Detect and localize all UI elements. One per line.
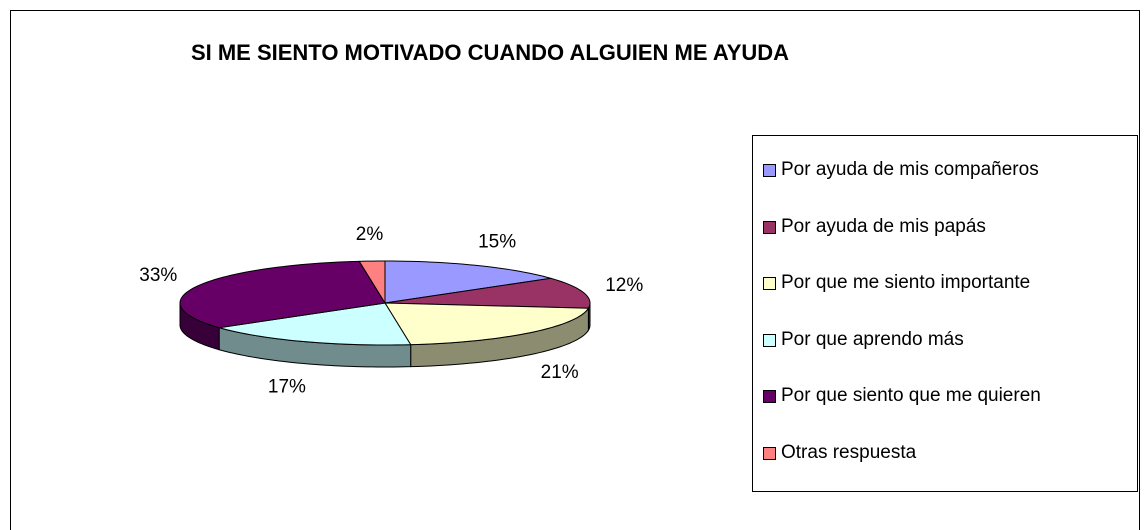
data-label: 17%	[268, 376, 306, 397]
legend-item: Por ayuda de mis compañeros	[763, 157, 1137, 183]
chart-title: SI ME SIENTO MOTIVADO CUANDO ALGUIEN ME …	[190, 40, 790, 65]
pie-chart: 15% 12% 21% 17% 33% 2%	[139, 224, 643, 397]
legend-swatch	[763, 164, 776, 178]
pie-slice	[358, 260, 386, 305]
pie-slice	[179, 260, 386, 329]
legend-swatch	[763, 277, 776, 291]
data-label: 21%	[541, 362, 579, 383]
legend-label: Por que me siento importante	[781, 272, 1031, 294]
legend-item: Por que siento que me quieren	[763, 383, 1137, 409]
legend-swatch	[763, 333, 776, 347]
legend-item: Por ayuda de mis papás	[763, 214, 1137, 240]
data-label: 33%	[139, 265, 177, 286]
pie-slice	[384, 302, 590, 346]
pie-slice	[384, 260, 551, 304]
legend: Por ayuda de mis compañeros Por ayuda de …	[752, 135, 1138, 492]
pie-slice	[384, 277, 591, 309]
data-label: 15%	[478, 231, 516, 252]
legend-item: Por que aprendo más	[763, 327, 1137, 353]
legend-label: Por que siento que me quieren	[781, 385, 1041, 407]
data-label: 12%	[605, 275, 643, 296]
pie-slice	[219, 302, 412, 346]
legend-swatch	[763, 220, 776, 234]
legend-label: Por que aprendo más	[781, 328, 964, 350]
legend-label: Por ayuda de mis papás	[781, 215, 986, 237]
legend-item: Otras respuesta	[763, 440, 1137, 466]
legend-swatch	[763, 390, 776, 404]
chart-frame	[10, 10, 1140, 530]
legend-label: Otras respuesta	[781, 441, 917, 463]
data-label: 2%	[356, 224, 384, 245]
legend-label: Por ayuda de mis compañeros	[781, 159, 1039, 181]
legend-swatch	[763, 446, 776, 460]
legend-item: Por que me siento importante	[763, 270, 1137, 296]
